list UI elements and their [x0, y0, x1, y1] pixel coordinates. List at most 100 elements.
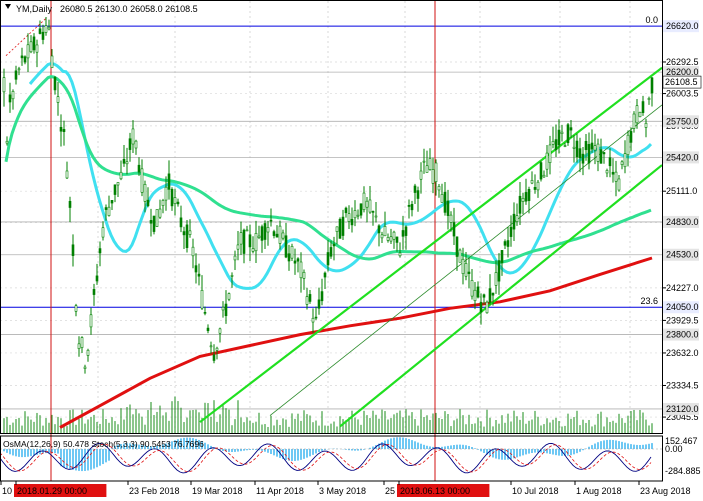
candle-body: [269, 219, 273, 222]
candle-body: [632, 113, 636, 129]
candle-body: [542, 174, 546, 178]
candle-body: [194, 265, 198, 273]
ohlc-label: 26080.5 26130.0 26058.0 26108.5: [60, 4, 198, 14]
candle-body: [461, 258, 465, 274]
candle-body: [65, 170, 69, 179]
candle-body: [68, 200, 72, 208]
candle-body: [26, 44, 30, 59]
candle-body: [575, 140, 579, 158]
candle-body: [17, 68, 21, 71]
candle-body: [167, 173, 171, 190]
candle-body: [623, 153, 627, 168]
candle-body: [590, 142, 594, 150]
candle-body: [281, 232, 285, 239]
level-label: 24050.0: [666, 302, 699, 312]
candle-body: [287, 253, 291, 262]
candle-body: [581, 153, 585, 164]
candle-body: [467, 271, 471, 274]
candle-body: [125, 161, 129, 165]
candle-body: [626, 134, 630, 155]
time-tick-label: 23 Aug 2018: [640, 486, 691, 496]
symbol-label: YM,Daily: [16, 4, 53, 14]
candle-body: [407, 205, 411, 207]
candle-body: [437, 186, 441, 191]
candle-body: [296, 258, 300, 262]
candle-body: [227, 293, 231, 300]
candle-body: [155, 209, 159, 227]
candle-body: [365, 200, 369, 208]
candle-body: [488, 288, 492, 303]
candle-body: [44, 25, 48, 33]
price-tick-label: 24227.0: [666, 283, 699, 293]
candle-body: [77, 343, 81, 349]
candle-body: [377, 225, 381, 234]
candle-body: [635, 105, 639, 124]
candle-body: [143, 184, 147, 202]
candle-body: [278, 225, 282, 244]
candle-body: [470, 280, 474, 297]
candle-body: [506, 240, 510, 247]
candle-body: [161, 200, 165, 206]
candle-body: [224, 303, 228, 317]
candle-body: [146, 199, 150, 207]
candle-body: [98, 248, 102, 254]
candle-body: [620, 161, 624, 165]
candle-body: [401, 230, 405, 237]
time-tick-label: 2018.06.13 00:00: [400, 486, 470, 496]
candle-body: [560, 131, 564, 134]
candle-body: [308, 294, 312, 302]
candle-body: [578, 148, 582, 159]
candle-body: [110, 200, 114, 204]
oscillator-panel-border: [0, 435, 663, 482]
candle-body: [251, 248, 255, 252]
candle-body: [482, 294, 486, 298]
candle-body: [335, 226, 339, 232]
stoch-signal-line: [0, 443, 652, 473]
candle-body: [5, 140, 9, 144]
candle-body: [449, 214, 453, 223]
ma-cyan-line: [28, 61, 653, 290]
fib-label: 0.0: [645, 15, 658, 25]
candle-body: [599, 149, 603, 164]
candle-body: [509, 226, 513, 237]
candle-body: [431, 169, 435, 184]
candle-body: [428, 158, 432, 170]
time-tick-label: 23 Feb 2018: [129, 486, 180, 496]
candle-body: [101, 227, 105, 238]
candle-body: [50, 55, 54, 69]
candle-body: [41, 31, 45, 40]
candle-body: [149, 220, 153, 224]
candle-body: [512, 213, 516, 230]
candle-body: [383, 226, 387, 237]
time-tick-label: 3 May 2018: [319, 486, 366, 496]
candle-body: [554, 139, 558, 151]
level-label: 25420.0: [666, 152, 699, 162]
candle-body: [551, 141, 555, 145]
candle-body: [458, 249, 462, 263]
candle-body: [263, 223, 267, 240]
time-tick-label: 25: [385, 486, 395, 496]
time-label-highlight: [14, 484, 107, 497]
volume-bars: [3, 396, 653, 433]
candle-body: [80, 337, 84, 348]
level-label-box: [663, 301, 699, 314]
candle-body: [479, 302, 483, 313]
candle-body: [248, 234, 252, 248]
candle-body: [83, 366, 87, 369]
level-label: 25750.0: [666, 116, 699, 126]
level-label: 26620.0: [666, 21, 699, 31]
candle-body: [446, 200, 450, 216]
candle-body: [359, 203, 363, 216]
candle-body: [176, 201, 180, 205]
price-tick-label: 25111.0: [666, 186, 697, 196]
candle-body: [104, 207, 108, 210]
candle-body: [410, 204, 414, 211]
candle-body: [245, 229, 249, 232]
candle-body: [185, 224, 189, 248]
candle-body: [284, 235, 288, 258]
candle-body: [257, 235, 261, 238]
candle-body: [35, 44, 39, 53]
collapse-triangle-icon[interactable]: [5, 4, 11, 9]
osc-tick-label: 0.00: [665, 444, 683, 454]
